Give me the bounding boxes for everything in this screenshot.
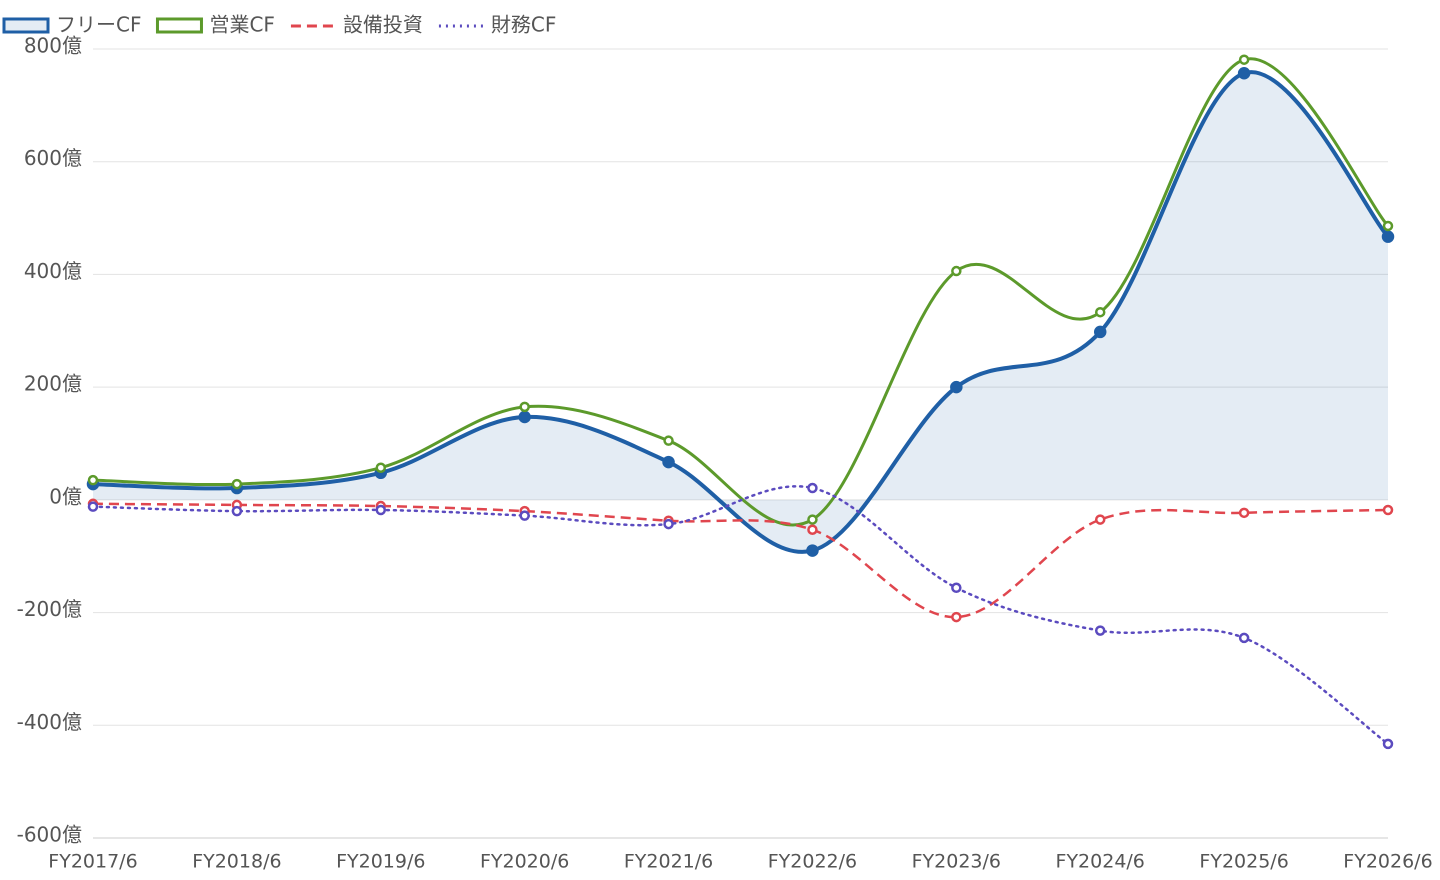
legend-item: フリーCF <box>2 13 141 37</box>
point <box>87 474 99 486</box>
point <box>663 518 674 530</box>
series-line <box>92 70 1390 554</box>
series-line <box>92 502 1389 619</box>
legend-item: 財務CF <box>438 13 556 37</box>
point <box>950 380 963 394</box>
point <box>518 410 531 424</box>
legend-item: 設備投資 <box>290 13 423 37</box>
y-tick-label: -200億 <box>17 597 82 621</box>
legend-label: 財務CF <box>491 13 556 37</box>
point <box>951 611 962 623</box>
y-tick-label: 400億 <box>24 259 82 283</box>
y-tick-label: 0億 <box>49 484 82 508</box>
y-tick-label: 800億 <box>24 34 82 58</box>
x-tick-label: FY2020/6 <box>480 851 569 873</box>
x-tick-label: FY2018/6 <box>192 851 281 873</box>
legend-label: フリーCF <box>56 13 141 37</box>
point <box>1093 325 1107 339</box>
x-tick-label: FY2024/6 <box>1056 851 1145 873</box>
point <box>87 501 99 512</box>
point <box>663 435 674 446</box>
y-tick-label: -600億 <box>17 823 82 847</box>
point <box>806 544 819 557</box>
point <box>1094 514 1106 525</box>
x-tick-label: FY2022/6 <box>768 851 857 873</box>
legend-swatch <box>2 17 50 34</box>
point <box>375 504 387 516</box>
point <box>807 482 818 494</box>
point <box>519 510 530 521</box>
y-tick-label: 200億 <box>24 372 82 396</box>
point <box>1238 632 1250 644</box>
point <box>1238 507 1250 519</box>
legend-label: 営業CF <box>209 13 274 37</box>
point <box>375 462 387 473</box>
point <box>231 505 243 517</box>
point <box>807 524 818 535</box>
point <box>1381 230 1395 243</box>
point <box>951 582 962 594</box>
legend-label: 設備投資 <box>343 13 423 37</box>
y-tick-label: -400億 <box>17 710 82 734</box>
point <box>1094 625 1106 636</box>
point <box>662 455 675 469</box>
point <box>231 478 243 490</box>
point <box>1238 54 1250 65</box>
x-tick-label: FY2021/6 <box>624 851 713 873</box>
x-tick-label: FY2026/6 <box>1343 851 1432 873</box>
x-tick-label: FY2025/6 <box>1199 851 1288 873</box>
point <box>1237 66 1251 80</box>
point <box>1094 306 1106 318</box>
x-tick-label: FY2023/6 <box>912 851 1001 873</box>
series-line <box>91 485 1390 746</box>
x-tick-label: FY2017/6 <box>48 851 137 873</box>
point <box>519 401 530 413</box>
point <box>951 265 962 277</box>
point <box>1382 220 1394 232</box>
legend-swatch <box>155 17 203 34</box>
legend-item: 営業CF <box>155 13 275 37</box>
x-tick-label: FY2019/6 <box>336 851 425 873</box>
area <box>93 72 1388 552</box>
point <box>807 514 818 525</box>
point <box>1382 738 1394 750</box>
point <box>1382 504 1394 516</box>
y-tick-label: 600億 <box>24 146 82 170</box>
